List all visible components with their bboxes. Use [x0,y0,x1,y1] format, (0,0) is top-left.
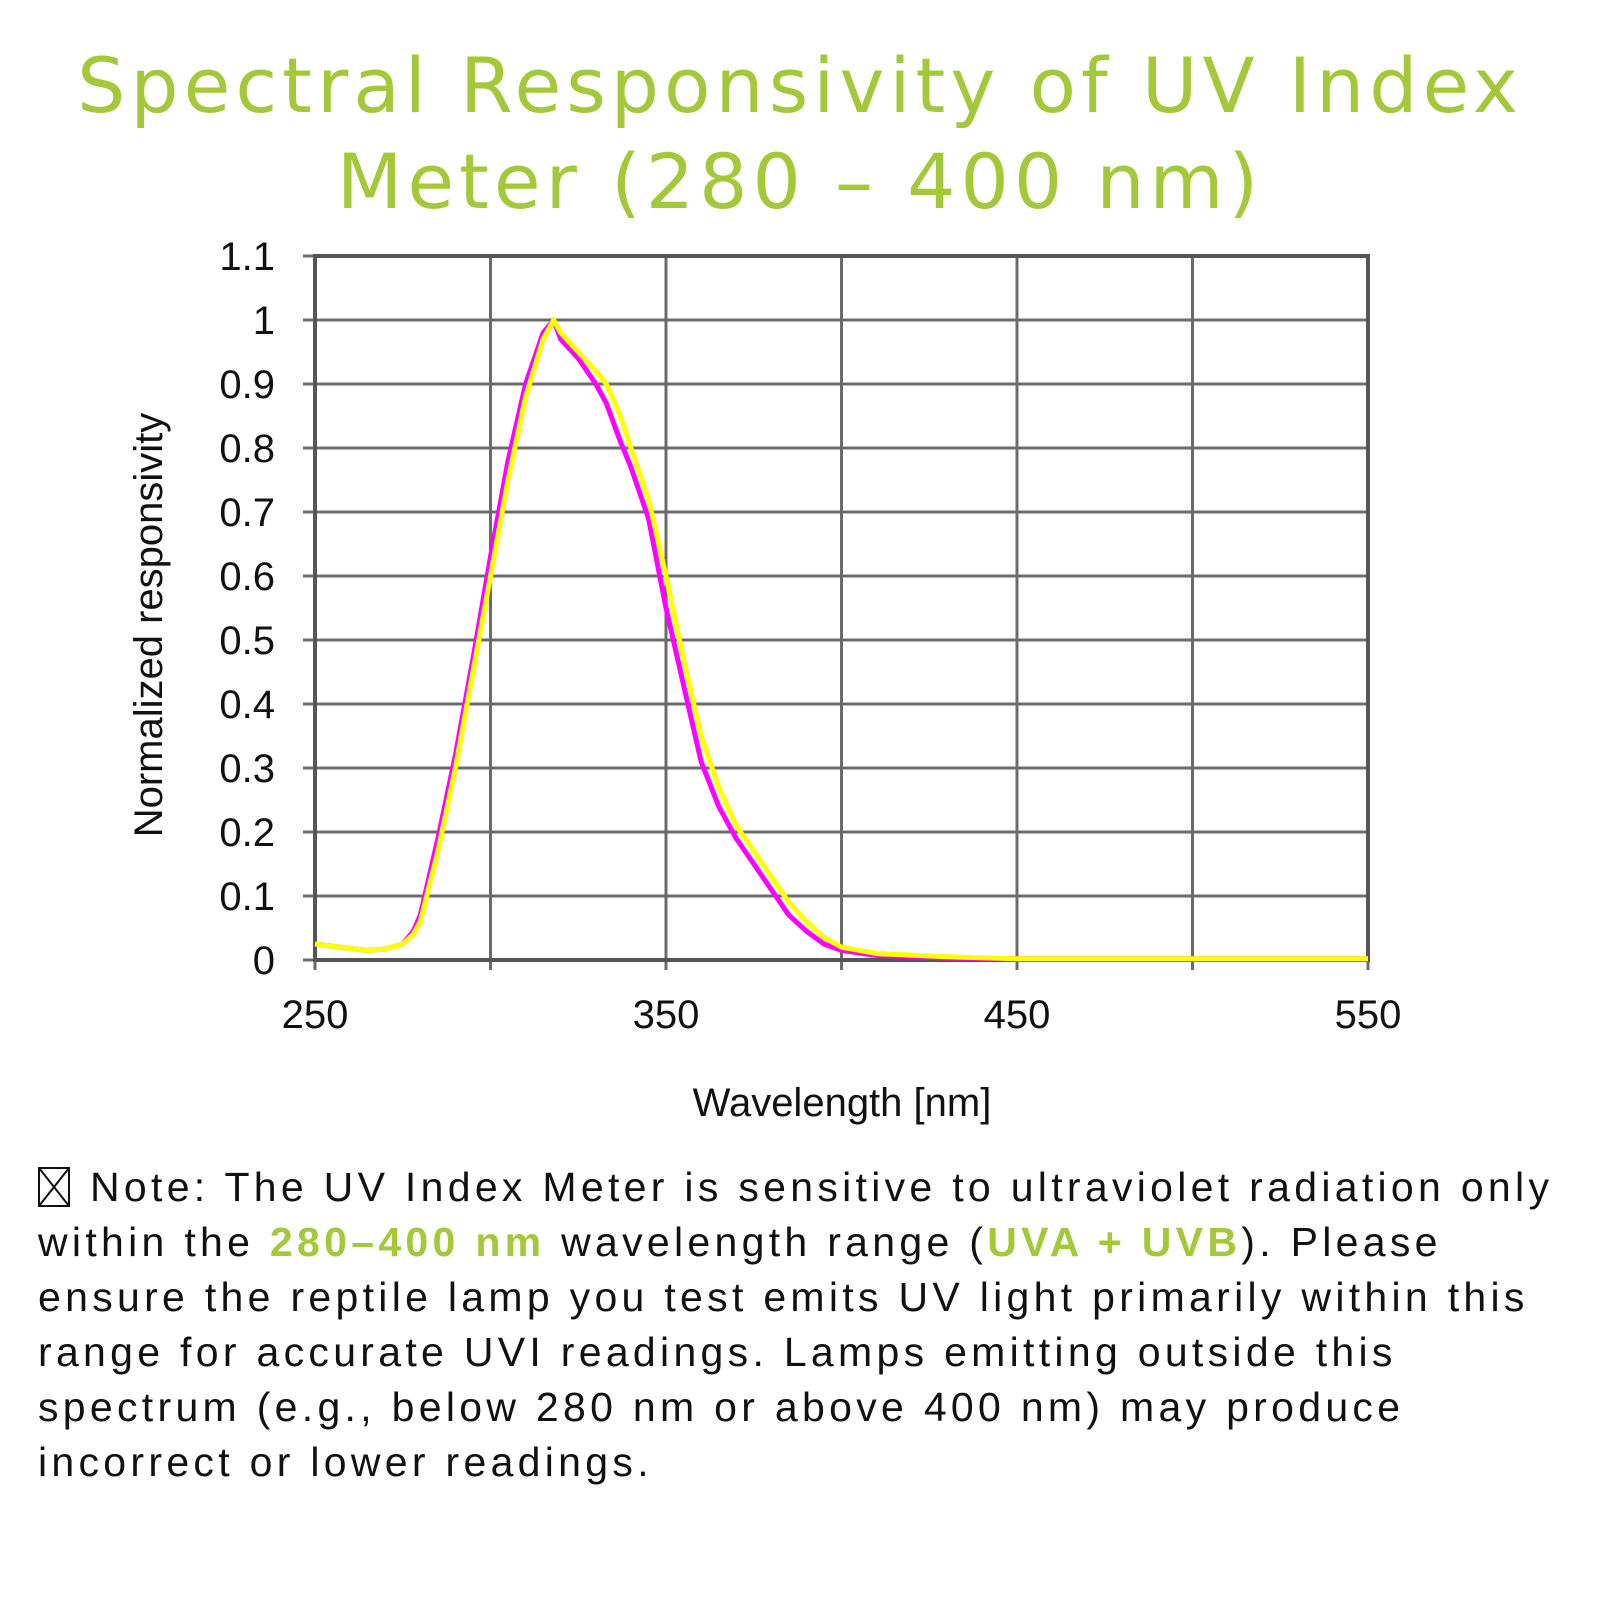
note-range: 280–400 nm [269,1219,546,1265]
y-tick-label: 0.2 [219,811,275,855]
x-tick-label: 450 [984,993,1051,1037]
y-tick-label: 0.8 [219,427,275,471]
y-tick-label: 0.1 [219,875,275,919]
note-prefix: Note: The UV Index Meter is sensitive to… [38,1164,1554,1265]
grid [303,254,1370,970]
y-tick-label: 0.5 [219,619,275,663]
y-tick-label: 1.1 [219,235,275,279]
y-tick-label: 0.9 [219,363,275,407]
y-tick-label: 0.4 [219,683,275,727]
y-tick-label: 0.7 [219,491,275,535]
y-axis-label: Normalized responsivity [127,413,171,838]
note-mid: wavelength range ( [545,1219,988,1265]
chart: 0 0.1 0.2 0.3 0.4 0.5 0.6 0.7 0.8 0.9 1 1.1 250 350 45… [127,235,1401,1125]
plot-frame [313,254,1370,962]
x-tick-label: 250 [282,993,349,1037]
x-tick-label: 350 [633,993,700,1037]
y-tick-label: 0 [253,939,275,983]
tick-labels: 0 0.1 0.2 0.3 0.4 0.5 0.6 0.7 0.8 0.9 1 1.1 250 350 45… [219,235,1401,1037]
note-rest: ). Please ensure the reptile lamp you te… [38,1219,1529,1485]
x-tick-label: 550 [1335,993,1402,1037]
series-line-yellow [314,317,1368,962]
chart-title: Spectral Responsivity of UV Index Meter … [77,41,1523,226]
series-lines [314,317,1368,962]
y-tick-label: 1 [253,299,275,343]
x-axis-label: Wavelength [nm] [693,1081,992,1125]
note-text: Note: The UV Index Meter is sensitive to… [38,1160,1578,1490]
boxed-x-icon [38,1167,70,1207]
y-tick-label: 0.6 [219,555,275,599]
y-tick-label: 0.3 [219,747,275,791]
note-bands: UVA + UVB [987,1219,1242,1265]
